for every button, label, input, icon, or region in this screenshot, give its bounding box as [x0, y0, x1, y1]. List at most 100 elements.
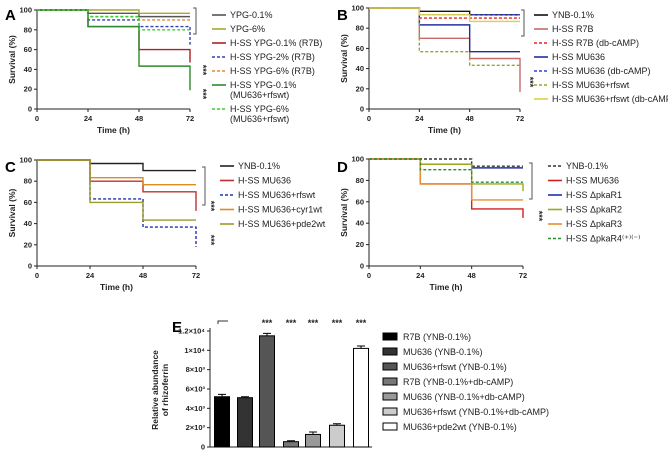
bar-4	[283, 441, 299, 448]
x-tick-label: 48	[139, 271, 147, 280]
panel-a: A 0 20 40 60 80 100 0 24 48 72 Time (h) Survival (%)…	[5, 6, 322, 136]
comparison-bracket	[217, 320, 228, 324]
y-tick-label: 4×10³	[186, 404, 206, 413]
legend-label: H-SS R7B	[552, 24, 594, 34]
legend-swatch	[382, 392, 398, 401]
series-line-0	[37, 159, 196, 172]
x-tick-label: 24	[416, 271, 425, 280]
bar-1	[214, 396, 230, 448]
bar-6	[329, 424, 345, 448]
x-tick-label: 48	[135, 114, 143, 123]
series-line-3	[369, 158, 524, 192]
legend-label: YPG-6%	[230, 24, 265, 34]
bar-7	[353, 347, 369, 448]
series-line-6	[37, 9, 190, 31]
series-line-2	[37, 159, 197, 247]
y-tick-label: 100	[19, 156, 32, 165]
significance-stars: ***	[332, 318, 343, 328]
series-line-1	[37, 159, 197, 211]
series-line-4	[37, 159, 196, 221]
y-tick-label: 80	[356, 176, 364, 185]
panel-d: D 0 20 40 60 80 100 0 24 48 72 Time (h) Survival (%)…	[337, 155, 640, 293]
x-tick-label: 72	[192, 271, 200, 280]
legend-swatch	[382, 332, 398, 341]
panel-label: A	[5, 7, 16, 24]
legend-label: H-SS ΔpkaR2	[566, 205, 622, 215]
panel-label: B	[337, 7, 348, 24]
y-tick-label: 20	[356, 240, 364, 249]
x-tick-label: 24	[84, 114, 93, 123]
y-tick-label: 0	[201, 443, 205, 452]
legend-label: H-SS MU636+rfswt (db-cAMP)	[552, 94, 668, 104]
panel-c: C 0 20 40 60 80 100 0 24 48 72 Time (h) Survival (%)…	[5, 156, 326, 293]
series-line-6	[369, 7, 520, 23]
x-tick-label: 0	[35, 271, 39, 280]
series-line-2	[369, 158, 523, 169]
legend-label: MU636 (YNB-0.1%+db-cAMP)	[403, 392, 525, 402]
legend-label: H-SS MU636+rfswt	[552, 80, 630, 90]
legend-label: MU636 (YNB-0.1%)	[403, 347, 483, 357]
legend-label: H-SS R7B (db-cAMP)	[552, 38, 639, 48]
error-bar	[287, 440, 295, 442]
y-tick-label: 40	[356, 64, 364, 73]
series-line-2	[369, 7, 520, 19]
x-tick-label: 0	[35, 114, 39, 123]
panel-b: B 0 20 40 60 80 100 0 24 48 72 Time (h) Survival (%)…	[337, 4, 668, 136]
significance-bracket	[529, 162, 533, 200]
y-tick-label: 60	[24, 198, 32, 207]
panel-label: D	[337, 159, 348, 176]
significance-stars: ***	[206, 235, 216, 246]
series-line-1	[369, 7, 521, 92]
legend-label: H-SS MU636+pde2wt	[238, 219, 326, 229]
y-tick-label: 20	[24, 240, 32, 249]
y-axis-label: of rhizoferrin	[160, 364, 170, 416]
legend-label: H-SS MU636 (db-cAMP)	[552, 66, 651, 76]
x-tick-label: 48	[467, 271, 475, 280]
y-tick-label: 0	[360, 262, 364, 271]
legend-label: H-SS MU636	[566, 176, 619, 186]
legend-label: H-SS MU636	[238, 176, 291, 186]
x-tick-label: 24	[86, 271, 95, 280]
y-tick-label: 40	[24, 65, 32, 74]
legend-label: H-SS YPG-0.1% (R7B)	[230, 38, 322, 48]
error-bar	[357, 345, 365, 349]
significance-bracket	[193, 7, 197, 35]
legend-label: H-SS YPG-0.1%	[230, 80, 296, 90]
significance-stars: ***	[286, 318, 297, 328]
significance-stars: ***	[198, 65, 208, 76]
legend-label: H-SS YPG-2% (R7B)	[230, 52, 315, 62]
series-line-4	[37, 9, 190, 21]
significance-stars: ***	[525, 77, 535, 88]
panel-label: E	[172, 319, 182, 336]
legend-label: YPG-0.1%	[230, 10, 273, 20]
significance-stars: ***	[534, 211, 544, 222]
error-bar	[333, 423, 341, 426]
significance-stars: ***	[262, 318, 273, 328]
panel-label: C	[5, 159, 16, 176]
y-tick-label: 8×10³	[186, 365, 206, 374]
legend-label: YNB-0.1%	[238, 161, 280, 171]
x-tick-label: 72	[519, 271, 527, 280]
y-tick-label: 40	[24, 219, 32, 228]
y-tick-label: 100	[19, 6, 32, 15]
significance-bracket	[202, 166, 206, 206]
y-tick-label: 6×10³	[186, 385, 206, 394]
legend-label: YNB-0.1%	[566, 161, 608, 171]
bar-2	[237, 397, 253, 448]
legend-label: H-SS YPG-6%	[230, 104, 289, 114]
series-line-0	[369, 158, 523, 167]
y-axis-label: Relative abundance	[150, 350, 160, 430]
series-line-5	[369, 158, 523, 183]
bar-5	[305, 433, 321, 448]
significance-stars: ***	[356, 318, 367, 328]
x-axis-label: Time (h)	[100, 282, 133, 292]
series-line-0	[369, 7, 520, 16]
y-axis-label: Survival (%)	[339, 34, 349, 83]
legend-label: YNB-0.1%	[552, 10, 594, 20]
legend-label: H-SS YPG-6% (R7B)	[230, 66, 315, 76]
legend-label: H-SS MU636+rfswt	[238, 190, 316, 200]
y-tick-label: 80	[356, 24, 364, 33]
error-bar	[263, 332, 271, 336]
series-line-5	[369, 7, 520, 66]
legend-label: H-SS ΔpkaR4⁽⁺⁾⁽⁻⁾	[566, 234, 640, 244]
